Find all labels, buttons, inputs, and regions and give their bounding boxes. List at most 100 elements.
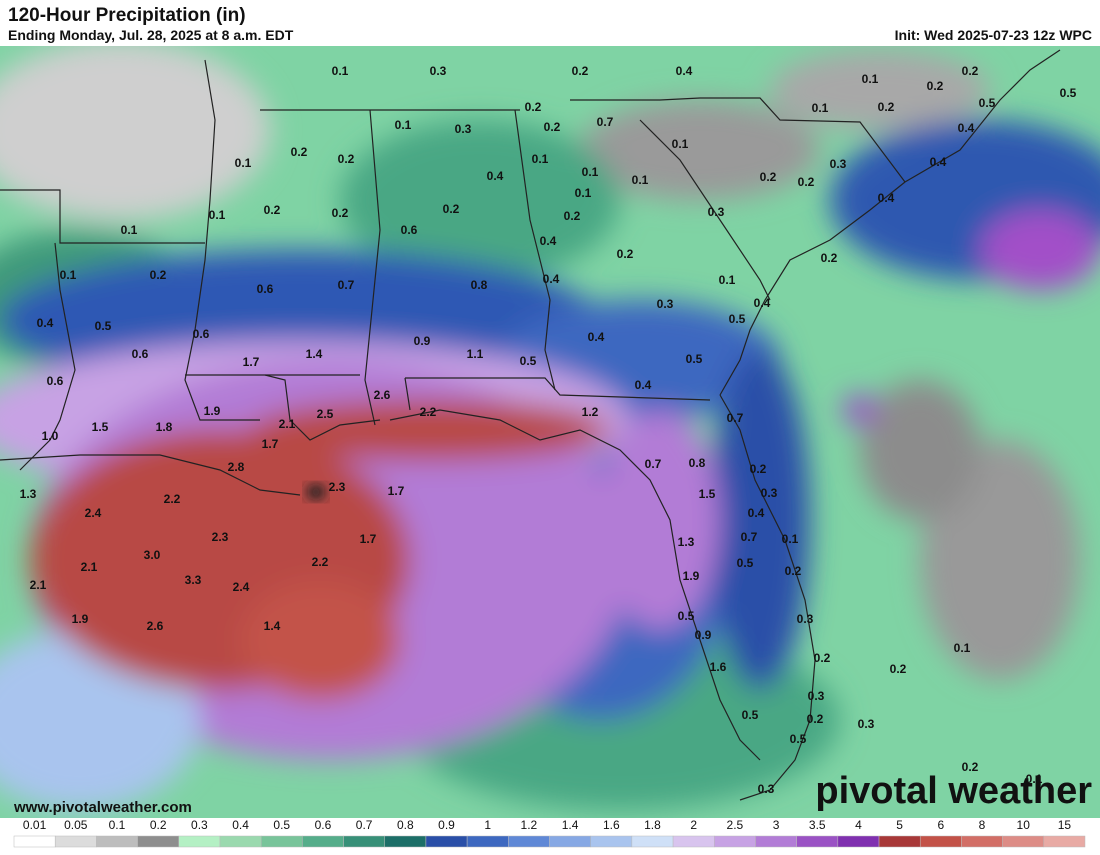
colorbar-swatch (837, 835, 880, 848)
colorbar-swatch (590, 835, 633, 848)
value-label: 1.9 (683, 569, 700, 583)
value-label: 1.4 (264, 619, 281, 633)
value-label: 0.2 (564, 209, 581, 223)
value-label: 0.6 (132, 347, 149, 361)
value-label: 0.6 (401, 223, 418, 237)
value-label: 0.2 (807, 712, 824, 726)
colorbar-label: 0.1 (109, 818, 126, 832)
colorbar: 0.01 0.05 0.1 0.2 0.3 0.4 0.5 0.6 0.7 0.8 0.9 1 1.2 1… (0, 818, 1100, 850)
value-label: 2.1 (279, 417, 296, 431)
colorbar-label: 4 (855, 818, 862, 832)
value-label: 0.1 (672, 137, 689, 151)
value-label: 3.0 (144, 548, 161, 562)
value-label: 0.3 (830, 157, 847, 171)
value-label: 1.0 (42, 429, 59, 443)
value-label: 0.1 (235, 156, 252, 170)
value-label: 0.2 (150, 268, 167, 282)
value-label: 1.3 (20, 487, 37, 501)
value-label: 0.5 (678, 609, 695, 623)
colorbar-swatch (961, 835, 1003, 848)
value-label: 0.6 (193, 327, 210, 341)
value-label: 0.9 (695, 628, 712, 642)
value-label: 2.2 (420, 405, 437, 419)
value-label: 0.4 (676, 64, 693, 78)
colorbar-label: 3.5 (809, 818, 826, 832)
value-label: 0.1 (582, 165, 599, 179)
colorbar-label: 1.6 (603, 818, 620, 832)
value-label: 2.3 (329, 480, 346, 494)
value-label: 1.5 (92, 420, 109, 434)
colorbar-swatch (631, 835, 674, 848)
value-label: 0.7 (338, 278, 355, 292)
colorbar-label: 3 (773, 818, 780, 832)
colorbar-label: 0.2 (150, 818, 167, 832)
value-label: 1.3 (678, 535, 695, 549)
value-label: 0.1 (395, 118, 412, 132)
colorbar-swatch (13, 835, 56, 848)
colorbar-swatch (714, 835, 756, 848)
colorbar-label: 2 (690, 818, 697, 832)
value-label: 0.1 (121, 223, 138, 237)
colorbar-swatch (343, 835, 385, 848)
value-label: 0.1 (719, 273, 736, 287)
colorbar-label: 1.8 (644, 818, 661, 832)
value-label: 0.2 (785, 564, 802, 578)
brand-watermark: pivotal weather (815, 770, 1092, 812)
value-label: 0.1 (575, 186, 592, 200)
colorbar-swatch (755, 835, 797, 848)
value-label: 0.6 (47, 374, 64, 388)
value-label: 3.3 (185, 573, 202, 587)
value-label: 0.1 (60, 268, 77, 282)
value-label: 0.3 (858, 717, 875, 731)
value-label: 2.6 (147, 619, 164, 633)
value-label: 0.2 (750, 462, 767, 476)
value-label: 0.1 (782, 532, 799, 546)
value-label: 0.5 (95, 319, 112, 333)
value-label: 0.1 (332, 64, 349, 78)
value-label: 0.2 (617, 247, 634, 261)
value-label: 1.7 (262, 437, 279, 451)
value-label: 0.4 (930, 155, 947, 169)
value-label: 0.5 (737, 556, 754, 570)
value-label: 0.9 (414, 334, 431, 348)
value-label: 0.2 (291, 145, 308, 159)
colorbar-swatch (796, 835, 839, 848)
value-labels: 0.1 0.3 0.2 0.4 0.1 0.2 0.2 0.5 0.5 0.1 0.2 0.2 0.7 0… (20, 64, 1077, 796)
colorbar-swatch (672, 835, 715, 848)
colorbar-swatch (178, 835, 221, 848)
colorbar-swatch (1043, 835, 1086, 848)
colorbar-swatch (260, 835, 303, 848)
colorbar-label: 1.4 (562, 818, 579, 832)
value-label: 0.8 (471, 278, 488, 292)
value-label: 0.7 (741, 530, 758, 544)
colorbar-swatch (302, 835, 344, 848)
value-label: 0.2 (572, 64, 589, 78)
colorbar-label: 0.5 (273, 818, 290, 832)
colorbar-label: 0.01 (23, 818, 47, 832)
colorbar-label: 0.3 (191, 818, 208, 832)
value-label: 1.7 (243, 355, 260, 369)
value-label: 2.6 (374, 388, 391, 402)
value-label: 0.1 (812, 101, 829, 115)
boundaries (0, 49, 1061, 801)
value-label: 0.8 (689, 456, 706, 470)
colorbar-label: 0.9 (438, 818, 455, 832)
colorbar-label: 2.5 (727, 818, 744, 832)
value-label: 0.2 (821, 251, 838, 265)
title: 120-Hour Precipitation (in) (8, 5, 246, 26)
value-label: 0.2 (338, 152, 355, 166)
value-label: 1.4 (306, 347, 323, 361)
value-label: 0.4 (878, 191, 895, 205)
value-label: 2.5 (317, 407, 334, 421)
colorbar-label: 15 (1058, 818, 1072, 832)
value-label: 0.7 (597, 115, 614, 129)
value-label: 0.3 (657, 297, 674, 311)
value-label: 1.5 (699, 487, 716, 501)
value-label: 0.7 (727, 411, 744, 425)
value-label: 1.9 (72, 612, 89, 626)
colorbar-swatch (96, 835, 138, 848)
value-label: 0.2 (962, 64, 979, 78)
colorbar-swatch (54, 835, 97, 848)
